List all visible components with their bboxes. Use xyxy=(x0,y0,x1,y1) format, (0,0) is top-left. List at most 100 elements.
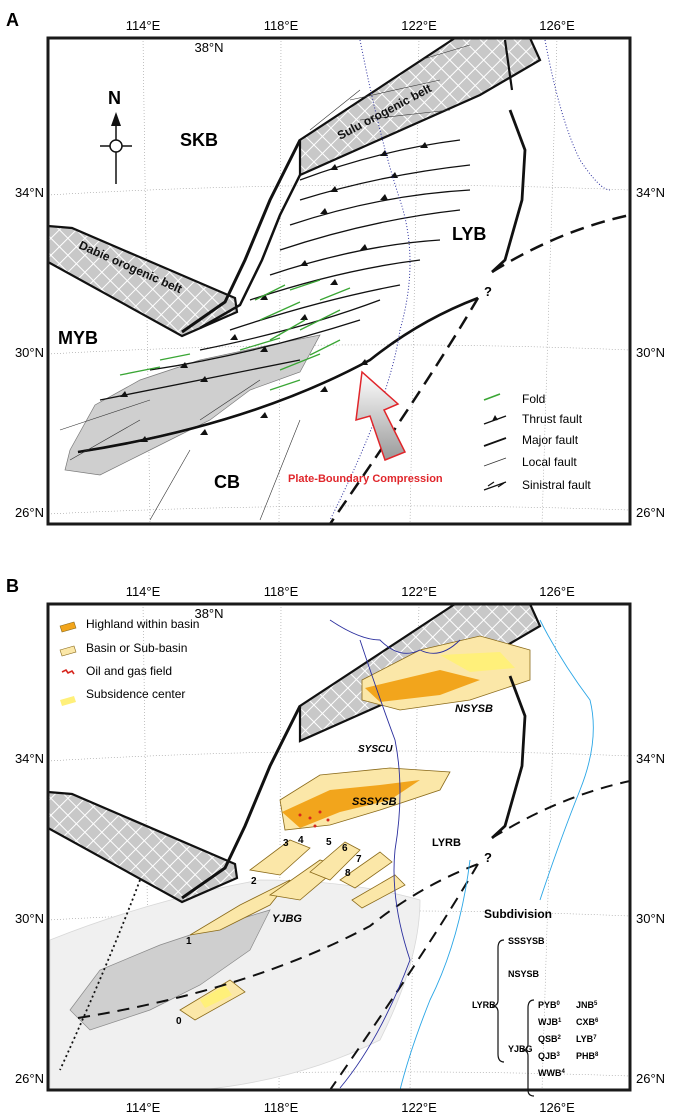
jiangnan-teeth xyxy=(140,359,368,442)
lon-tick-b-bottom-126: 126°E xyxy=(539,1100,575,1115)
subdivision-yjbg: YJBG xyxy=(508,1044,533,1054)
thrust-faults-a xyxy=(99,139,471,401)
pyb-subsidence xyxy=(200,985,232,1008)
subdivision-title: Subdivision xyxy=(484,907,552,921)
lat-tick-b-right-26: 26°N xyxy=(636,1071,665,1086)
lat-tick-b-left-30: 30°N xyxy=(15,911,44,926)
child-jnb: JNB5 xyxy=(576,1000,598,1010)
north-label: N xyxy=(108,88,121,108)
tanlu-fault xyxy=(181,139,302,334)
lon-tick-b-126: 126°E xyxy=(539,584,575,599)
number-0: 0 xyxy=(176,1016,182,1027)
region-cb: CB xyxy=(214,472,240,492)
local-faults-a xyxy=(59,44,471,521)
lat-tick-left-26: 26°N xyxy=(15,505,44,520)
panel-a-frame xyxy=(46,36,632,526)
subdivision-root: LYRB xyxy=(472,1000,496,1010)
child-wwb: WWB4 xyxy=(538,1068,566,1078)
lon-tick-114: 114°E xyxy=(126,18,161,33)
subbasin-numbers: 0 1 2 3 4 5 6 7 8 xyxy=(176,835,362,1027)
label-nsysb: NSYSB xyxy=(455,703,493,715)
dabie-belt xyxy=(48,224,239,338)
label-syscu: SYSCU xyxy=(358,744,393,755)
yjbg-subbasins xyxy=(179,839,406,1021)
lat-tick-b-right-34: 34°N xyxy=(636,751,665,766)
legend-fold: Fold xyxy=(522,392,545,406)
child-pyb: PYB0 xyxy=(538,1000,561,1010)
child-qsb: QSB2 xyxy=(538,1034,562,1044)
subdivision-sssysb: SSSYSB xyxy=(508,936,545,946)
region-skb: SKB xyxy=(180,130,218,150)
lon-tick-b-bottom-114: 114°E xyxy=(126,1100,161,1115)
coastline-a xyxy=(329,39,611,521)
lat-tick-left-30: 30°N xyxy=(15,345,44,360)
panel-a-label: A xyxy=(6,10,19,30)
dotted-line-b xyxy=(59,879,141,1071)
label-lyrb: LYRB xyxy=(432,837,461,849)
legend-subsidence: Subsidence center xyxy=(86,687,185,701)
lat-tick-left-34: 34°N xyxy=(15,185,44,200)
top-lat-label: 38°N xyxy=(194,40,223,55)
lyb-major-fault-b xyxy=(491,675,527,840)
legend-oil-gas: Oil and gas field xyxy=(86,664,172,678)
lon-tick-118: 118°E xyxy=(264,18,299,33)
lon-tick-122: 122°E xyxy=(401,18,437,33)
child-lyb: LYB7 xyxy=(576,1034,597,1044)
lat-tick-b-left-26: 26°N xyxy=(15,1071,44,1086)
north-arrow: N xyxy=(100,88,132,184)
lon-tick-b-bottom-118: 118°E xyxy=(264,1100,299,1115)
legend-highland: Highland within basin xyxy=(86,617,199,631)
region-myb: MYB xyxy=(58,328,98,348)
dashed-boundary-b2 xyxy=(491,780,630,839)
dashed-boundary-b3 xyxy=(329,863,479,1090)
dabie-belt-b xyxy=(48,790,239,904)
oil-gas-fields xyxy=(298,810,330,828)
nsysb-highland xyxy=(365,670,480,702)
label-yjbg: YJBG xyxy=(272,913,302,925)
map-a xyxy=(48,38,630,524)
legend-a: Fold Thrust fault Major fault Local faul… xyxy=(483,392,591,492)
legend-local-fault: Local fault xyxy=(522,455,577,469)
top-lat-label-b: 38°N xyxy=(194,606,223,621)
lon-tick-b-bottom-122: 122°E xyxy=(401,1100,437,1115)
child-cxb: CXB6 xyxy=(576,1017,599,1027)
legend-b: Highland within basin Basin or Sub-basin… xyxy=(59,617,199,706)
jiangnan-thrust-inner xyxy=(77,359,371,453)
lon-tick-b-122: 122°E xyxy=(401,584,437,599)
grey-terrane xyxy=(64,334,321,476)
number-4: 4 xyxy=(298,835,304,846)
number-8: 8 xyxy=(345,868,351,879)
coastline-b-light xyxy=(399,619,594,1090)
region-lyb: LYB xyxy=(452,224,486,244)
lon-tick-b-114: 114°E xyxy=(126,584,161,599)
number-6: 6 xyxy=(342,843,348,854)
legend-major-fault: Major fault xyxy=(522,433,579,447)
child-qjb: QJB3 xyxy=(538,1051,561,1061)
legend-thrust-fault: Thrust fault xyxy=(522,412,583,426)
legend-basin: Basin or Sub-basin xyxy=(86,641,187,655)
child-wjb: WJB1 xyxy=(538,1017,562,1027)
number-5: 5 xyxy=(326,837,332,848)
yjbg-children: PYB0 WJB1 QSB2 QJB3 WWB4 JNB5 CXB6 LYB7 … xyxy=(538,1000,599,1078)
lat-tick-right-34: 34°N xyxy=(636,185,665,200)
number-2: 2 xyxy=(251,876,257,887)
legend-sinistral-fault: Sinistral fault xyxy=(522,478,591,492)
lat-tick-right-30: 30°N xyxy=(636,345,665,360)
lat-tick-right-26: 26°N xyxy=(636,505,665,520)
lat-tick-b-left-34: 34°N xyxy=(15,751,44,766)
dashed-boundary-b1 xyxy=(77,863,479,1019)
lon-tick-b-118: 118°E xyxy=(264,584,299,599)
fault-a-north xyxy=(503,39,514,91)
compression-arrow xyxy=(355,370,407,461)
label-sssysb: SSSYSB xyxy=(352,796,397,808)
belt-edge-fault xyxy=(199,174,302,330)
lon-tick-126: 126°E xyxy=(539,18,575,33)
sulu-belt xyxy=(298,38,542,177)
subdivision-nsysb: NSYSB xyxy=(508,969,540,979)
tanlu-fault-b xyxy=(181,705,302,900)
question-mark-b: ? xyxy=(484,850,492,865)
thrust-teeth-a xyxy=(120,142,428,397)
number-7: 7 xyxy=(356,854,362,865)
panel-a: A 114°E 118°E 122°E 126°E 38°N 34°N 30°N… xyxy=(6,10,665,526)
